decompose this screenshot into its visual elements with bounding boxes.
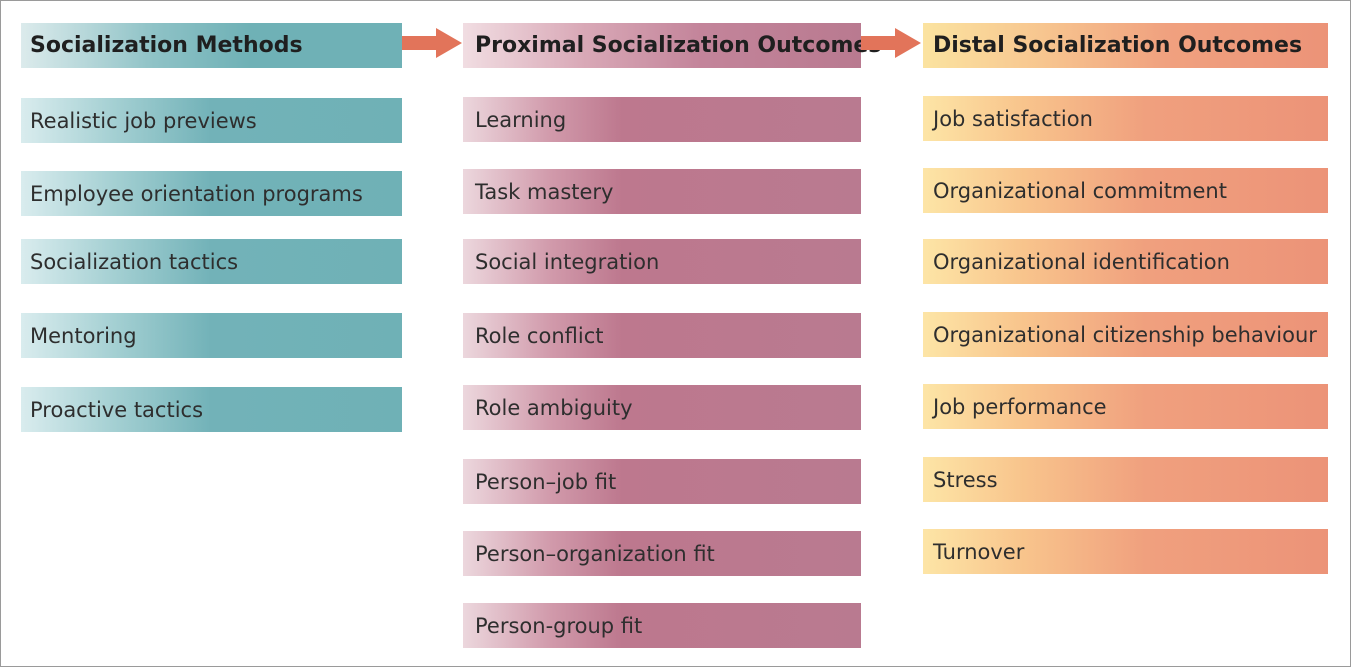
distal-item: Organizational commitment: [923, 168, 1328, 213]
method-item: Realistic job previews: [21, 98, 402, 143]
proximal-item: Social integration: [463, 239, 861, 284]
distal-item: Job satisfaction: [923, 96, 1328, 141]
method-item: Socialization tactics: [21, 239, 402, 284]
distal-item: Organizational identification: [923, 239, 1328, 284]
method-item: Mentoring: [21, 313, 402, 358]
distal-outcomes-header: Distal Socialization Outcomes: [923, 23, 1328, 68]
proximal-item: Person–organization fit: [463, 531, 861, 576]
right-arrow-icon: [861, 28, 921, 58]
method-item: Employee orientation programs: [21, 171, 402, 216]
proximal-item: Role ambiguity: [463, 385, 861, 430]
proximal-item: Role conflict: [463, 313, 861, 358]
distal-item: Job performance: [923, 384, 1328, 429]
proximal-outcomes-header: Proximal Socialization Outcomes: [463, 23, 881, 68]
method-item: Proactive tactics: [21, 387, 402, 432]
right-arrow-icon: [402, 28, 462, 58]
proximal-item: Task mastery: [463, 169, 861, 214]
proximal-item: Person–job fit: [463, 459, 861, 504]
proximal-item: Learning: [463, 97, 861, 142]
socialization-methods-header: Socialization Methods: [21, 23, 402, 68]
distal-item: Stress: [923, 457, 1328, 502]
distal-item: Organizational citizenship behaviour: [923, 312, 1328, 357]
distal-item: Turnover: [923, 529, 1328, 574]
proximal-item: Person-group fit: [463, 603, 861, 648]
